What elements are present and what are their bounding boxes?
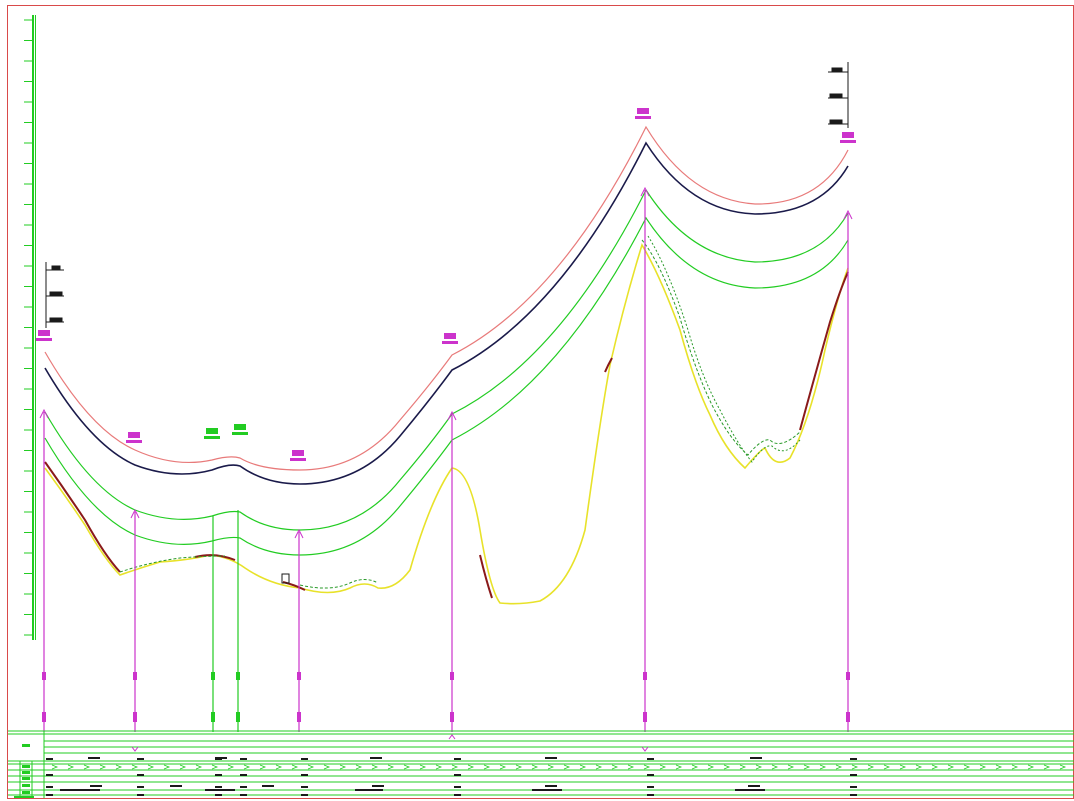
band-row-headers (14, 744, 34, 798)
direction-chevrons (51, 764, 1067, 770)
band-text-blocks (46, 757, 857, 796)
profile-box-mark (281, 573, 290, 584)
level-mark-icon (45, 62, 849, 328)
green-verticals (212, 510, 239, 732)
vertical-marker-arrow-icon (39, 186, 853, 539)
ground-line-dark-red-6 (799, 271, 849, 431)
scale-ticks (24, 19, 33, 636)
ground-line-dark-red-5 (604, 357, 613, 373)
lower-marker-ticks (42, 672, 850, 722)
station-markers (43, 190, 849, 732)
sheet-frame (7, 5, 1074, 799)
green-offset-line-2 (44, 216, 849, 556)
ground-line-dark-red-4 (479, 554, 493, 599)
design-grade-line (44, 141, 849, 485)
ground-line-dark-red-2 (194, 554, 236, 561)
ground-line-green-dashed (119, 239, 801, 589)
vertical-scale-bar (24, 15, 36, 640)
band-station-ticks (131, 734, 649, 752)
grade-offset-line (44, 125, 849, 471)
ground-line-green-dashed-2 (647, 235, 801, 463)
bottom-band (8, 730, 1074, 798)
lower-green-ticks (211, 672, 240, 722)
ground-line-dark-red (44, 461, 121, 573)
pvi-tag-icon (36, 108, 856, 461)
green-offset-line-1 (44, 188, 849, 531)
